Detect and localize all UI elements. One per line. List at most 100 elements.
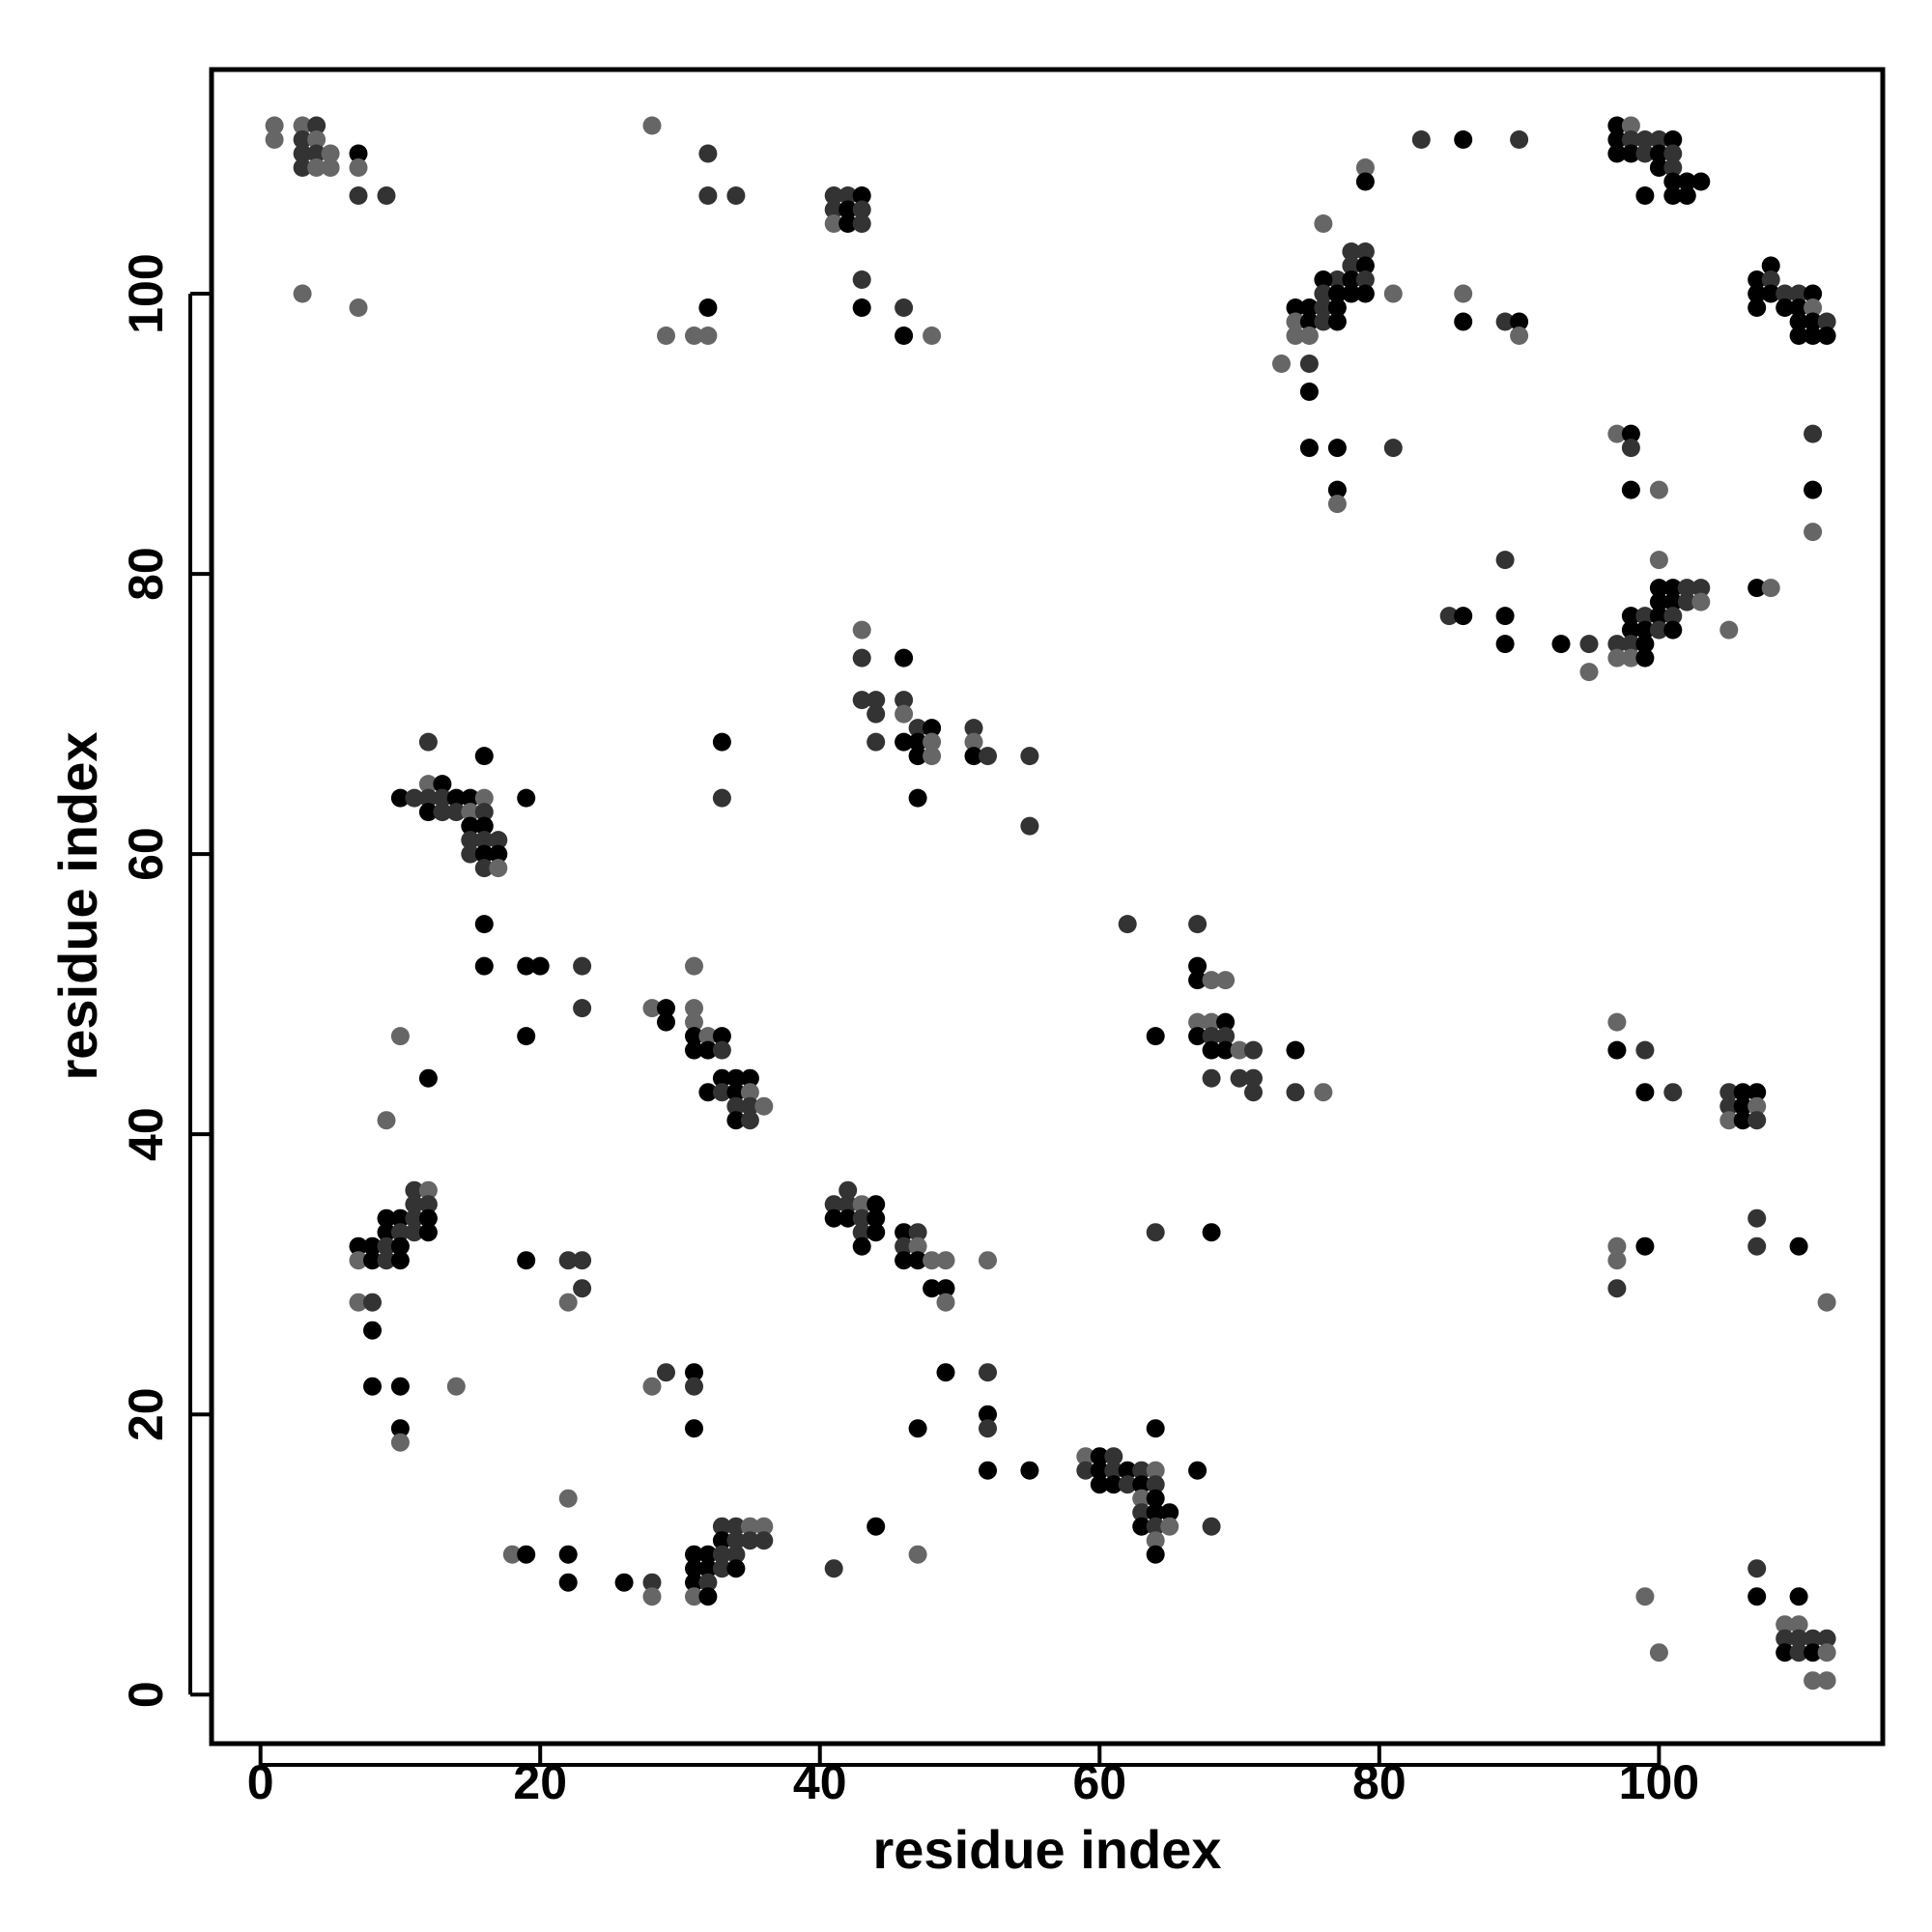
data-point (867, 1517, 886, 1536)
data-point (1733, 1096, 1752, 1116)
data-point (867, 691, 886, 710)
data-point (390, 1208, 410, 1228)
data-point (895, 691, 914, 710)
data-point (712, 788, 731, 808)
data-point (377, 1251, 396, 1270)
data-point (363, 1251, 382, 1270)
data-point (642, 116, 662, 135)
data-point (936, 1363, 955, 1382)
data-point (740, 1096, 759, 1116)
data-point (1635, 144, 1655, 163)
data-point (1789, 1615, 1808, 1634)
data-point (1314, 270, 1333, 289)
data-point (712, 1517, 731, 1536)
data-point (405, 1180, 424, 1200)
data-point (293, 116, 312, 135)
data-point (1132, 1503, 1151, 1522)
data-point (852, 1236, 871, 1256)
data-point (1747, 1587, 1767, 1606)
data-point (418, 1208, 438, 1228)
data-point (1607, 1012, 1627, 1032)
data-point (1299, 383, 1319, 401)
data-point (1230, 1040, 1249, 1060)
data-point (1817, 1643, 1836, 1662)
data-point (895, 704, 914, 724)
data-point (1132, 1461, 1151, 1480)
data-point (1621, 424, 1640, 443)
data-point (936, 1251, 955, 1270)
data-point (824, 214, 843, 233)
data-point (1817, 1629, 1836, 1648)
data-point (1677, 579, 1696, 598)
data-point (558, 1293, 578, 1312)
data-point (307, 130, 327, 149)
data-point (1327, 298, 1347, 317)
data-point (685, 956, 703, 976)
data-point (1202, 1040, 1221, 1060)
data-point (1355, 284, 1375, 303)
data-point (1439, 607, 1459, 626)
data-point (838, 1195, 858, 1214)
data-point (321, 158, 340, 177)
data-point (698, 298, 718, 317)
data-point (1663, 158, 1683, 177)
data-point (1118, 1461, 1137, 1480)
data-point (489, 831, 508, 850)
data-point (1607, 1251, 1627, 1270)
data-point (307, 158, 327, 177)
data-point (867, 1208, 886, 1228)
data-point (390, 1377, 410, 1396)
data-point (390, 1223, 410, 1242)
data-point (1607, 635, 1627, 654)
data-point (685, 1040, 703, 1060)
data-point (1635, 130, 1655, 149)
data-point (1747, 298, 1767, 317)
data-point (1146, 1027, 1165, 1046)
data-point (307, 116, 327, 135)
data-point (474, 844, 494, 864)
data-point (517, 788, 536, 808)
data-point (908, 732, 927, 752)
data-point (1761, 579, 1780, 598)
data-point (895, 1251, 914, 1270)
data-point (1355, 256, 1375, 275)
data-point (1146, 1531, 1165, 1550)
data-point (1454, 312, 1473, 331)
data-point (852, 648, 871, 668)
data-point (1286, 312, 1305, 331)
data-point (726, 186, 746, 205)
data-point (1355, 158, 1375, 177)
data-point (685, 1027, 703, 1046)
data-point (1719, 1083, 1739, 1102)
data-point (1299, 298, 1319, 317)
data-point (1342, 256, 1361, 275)
data-point (1579, 663, 1599, 682)
data-point (446, 803, 466, 822)
data-point (726, 1068, 746, 1088)
plot-frame (209, 67, 1886, 1747)
data-point (698, 327, 718, 345)
data-point (740, 1068, 759, 1088)
data-point (1733, 1111, 1752, 1130)
data-point (433, 788, 452, 808)
data-point (363, 1293, 382, 1312)
data-point (1495, 551, 1515, 570)
data-point (852, 1223, 871, 1242)
data-point (614, 1573, 634, 1592)
data-point (1621, 648, 1640, 668)
data-point (923, 1279, 942, 1298)
data-point (1327, 312, 1347, 331)
data-point (698, 1040, 718, 1060)
data-point (726, 1096, 746, 1116)
y-tick-label: 40 (119, 1107, 173, 1161)
data-point (1299, 327, 1319, 345)
data-point (390, 1419, 410, 1438)
data-point (377, 1236, 396, 1256)
data-point (1804, 480, 1823, 499)
data-point (923, 719, 942, 738)
data-point (474, 831, 494, 850)
data-point (1635, 1040, 1655, 1060)
data-point (1804, 424, 1823, 443)
data-point (1649, 144, 1668, 163)
data-point (349, 298, 368, 317)
